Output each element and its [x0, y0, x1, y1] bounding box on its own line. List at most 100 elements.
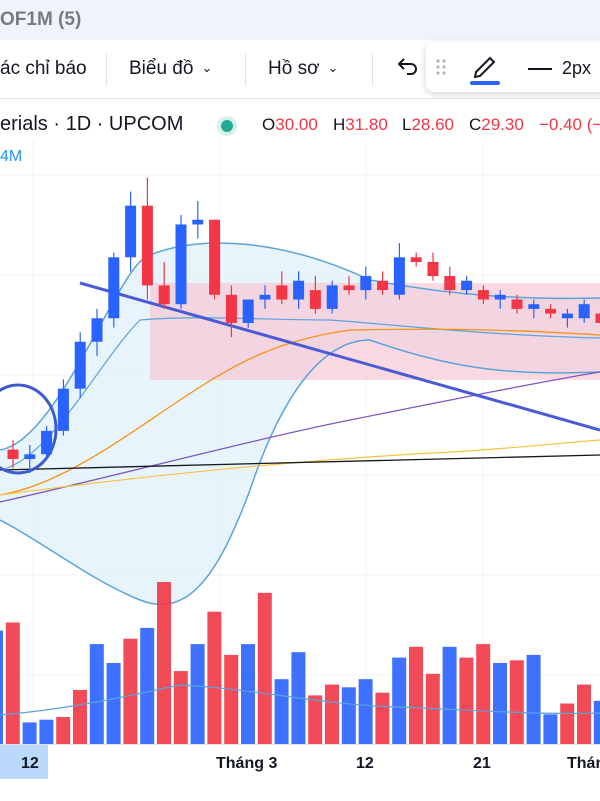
- candle: [428, 262, 439, 276]
- candle: [528, 304, 539, 309]
- volume-bar: [140, 628, 154, 744]
- candle: [243, 300, 254, 323]
- volume-bar: [409, 647, 423, 744]
- volume-bar: [275, 679, 289, 744]
- volume-bar: [510, 660, 524, 744]
- market-status-dot: [221, 120, 233, 132]
- candle: [344, 285, 355, 290]
- ohlc-open: O30.00: [262, 115, 318, 135]
- volume-bar: [90, 644, 104, 744]
- volume-bar: [56, 717, 70, 744]
- price-chart[interactable]: [0, 140, 600, 744]
- candle: [92, 318, 103, 341]
- candle: [176, 224, 187, 304]
- ohlc-high: H31.80: [333, 115, 388, 135]
- drag-handle-icon[interactable]: [434, 57, 448, 82]
- volume-bar: [459, 658, 473, 744]
- volume-bar: [157, 582, 171, 744]
- ohlc-close: C29.30: [469, 115, 524, 135]
- candle: [8, 450, 19, 459]
- volume-bar: [174, 671, 188, 744]
- candle: [596, 314, 600, 323]
- drawing-floating-toolbar: 2px: [426, 42, 600, 92]
- line-color-button[interactable]: [470, 50, 500, 91]
- volume-bar: [0, 631, 3, 744]
- volume-bar: [543, 714, 557, 744]
- volume-bar: [325, 685, 339, 744]
- candle: [125, 206, 136, 258]
- volume-bar: [39, 720, 53, 744]
- candle: [495, 295, 506, 300]
- time-label: Thán: [567, 755, 600, 773]
- candle: [327, 285, 338, 308]
- undo-button[interactable]: [396, 54, 418, 83]
- symbol-title[interactable]: erials · 1D · UPCOM: [0, 113, 183, 136]
- price-change: −0.40 (−1: [539, 115, 600, 135]
- candle: [411, 257, 422, 262]
- pencil-icon: [470, 50, 500, 86]
- volume-bar: [6, 623, 20, 745]
- volume-bar: [73, 690, 87, 744]
- candle: [461, 281, 472, 290]
- line-width-button[interactable]: 2px: [562, 58, 591, 79]
- volume-bar: [224, 655, 238, 744]
- candle: [209, 220, 220, 295]
- chevron-down-icon: ⌄: [328, 60, 339, 76]
- volume-bar: [107, 663, 121, 744]
- candle: [108, 257, 119, 318]
- chevron-down-icon: ⌄: [201, 60, 212, 76]
- candle: [260, 295, 271, 300]
- volume-bar: [560, 704, 574, 745]
- candle: [226, 295, 237, 323]
- volume-bar: [207, 612, 221, 744]
- toolbar-divider: [106, 54, 107, 86]
- toolbar-divider: [372, 54, 373, 86]
- volume-bar: [241, 644, 255, 744]
- candle: [478, 290, 489, 299]
- undo-icon: [396, 54, 418, 78]
- window-title-bar: OF1M (5): [0, 0, 600, 41]
- chart-menu-button[interactable]: Biểu đồ ⌄: [129, 58, 212, 80]
- volume-bar: [191, 644, 205, 744]
- candle: [360, 276, 371, 290]
- profile-menu-label: Hồ sơ: [268, 58, 320, 79]
- time-label: 12: [356, 755, 374, 773]
- time-label: Tháng 3: [216, 755, 277, 773]
- candle: [293, 281, 304, 300]
- volume-bar: [577, 685, 591, 744]
- line-width-icon: [528, 68, 552, 70]
- candle: [159, 285, 170, 304]
- candle: [41, 431, 52, 454]
- time-label: 21: [473, 755, 491, 773]
- volume-bar: [443, 647, 457, 744]
- time-label: 12: [21, 755, 39, 773]
- ohlc-low: L28.60: [402, 115, 454, 135]
- volume-bar: [527, 655, 541, 744]
- candle: [562, 314, 573, 319]
- toolbar-divider: [245, 54, 246, 86]
- volume-bar: [123, 639, 137, 744]
- candle: [192, 220, 203, 225]
- chart-menu-label: Biểu đồ: [129, 58, 193, 79]
- candle: [545, 309, 556, 314]
- candle: [58, 389, 69, 431]
- volume-bar: [359, 679, 373, 744]
- candle: [276, 285, 287, 299]
- candle: [579, 304, 590, 318]
- candle: [394, 257, 405, 295]
- time-axis[interactable]: 12 Tháng 3 12 21 Thán: [0, 744, 600, 801]
- candle: [310, 290, 321, 309]
- volume-bar: [594, 701, 600, 744]
- candle: [24, 454, 35, 459]
- volume-bar: [493, 663, 507, 744]
- indicators-button[interactable]: ác chỉ báo: [0, 58, 87, 80]
- candle: [512, 300, 523, 309]
- window-title: OF1M (5): [0, 9, 81, 31]
- volume-bar: [23, 722, 37, 744]
- profile-menu-button[interactable]: Hồ sơ ⌄: [268, 58, 338, 80]
- volume-bar: [258, 593, 272, 744]
- indicators-label: ác chỉ báo: [0, 58, 87, 79]
- volume-bar: [342, 687, 356, 744]
- candle: [142, 206, 153, 286]
- volume-bars: [0, 582, 600, 744]
